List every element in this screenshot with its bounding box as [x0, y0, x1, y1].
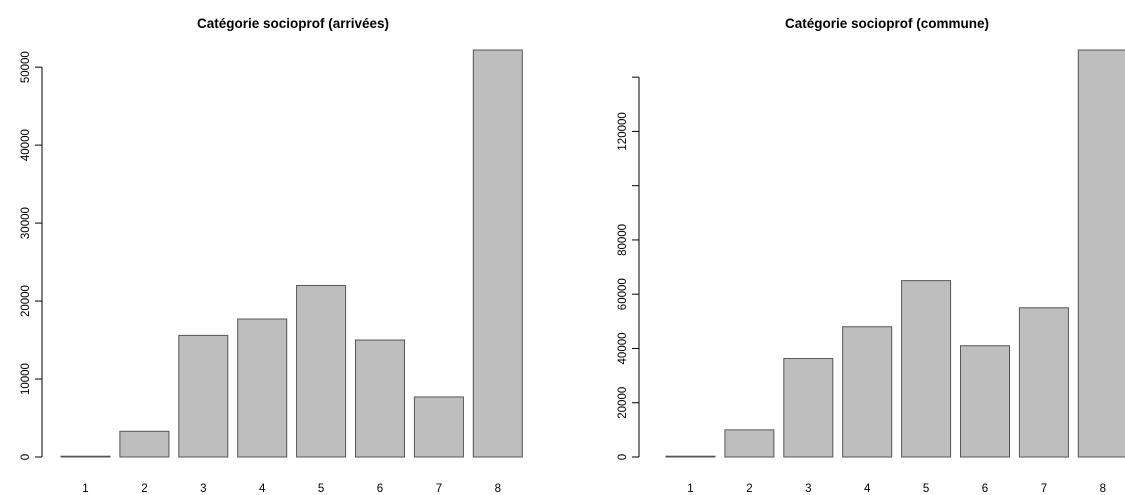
- bar: [355, 339, 405, 458]
- bar: [413, 396, 464, 458]
- y-tick-label: 20000: [617, 387, 629, 419]
- x-tick-label: 4: [864, 483, 871, 495]
- y-tick-label: 20000: [20, 285, 32, 317]
- x-tick-label: 8: [495, 483, 501, 495]
- y-tick-label: 30000: [20, 207, 32, 239]
- y-tick-label: 80000: [617, 224, 629, 256]
- x-tick-label: 1: [687, 483, 693, 495]
- bar: [665, 455, 716, 458]
- x-tick-label: 7: [1041, 483, 1047, 495]
- y-tick-label: 0: [617, 454, 629, 460]
- bar: [901, 280, 952, 458]
- y-tick-label: 50000: [20, 51, 32, 83]
- x-tick-label: 4: [259, 483, 266, 495]
- bar: [178, 334, 229, 458]
- bar: [1018, 307, 1069, 458]
- bar: [724, 429, 775, 458]
- bar: [472, 49, 523, 458]
- bar: [842, 326, 893, 458]
- bar: [60, 455, 111, 458]
- bar: [1077, 49, 1125, 458]
- y-tick-label: 40000: [20, 129, 32, 161]
- y-tick-label: 10000: [20, 363, 32, 395]
- chart-title: Catégorie socioprof (commune): [785, 16, 989, 31]
- y-tick-label: 120000: [617, 112, 629, 150]
- x-tick-label: 8: [1100, 483, 1106, 495]
- x-tick-label: 6: [377, 483, 383, 495]
- x-tick-label: 2: [141, 483, 147, 495]
- chart-title: Catégorie socioprof (arrivées): [197, 16, 389, 31]
- bar: [960, 345, 1010, 458]
- y-tick-label: 0: [20, 454, 32, 460]
- x-tick-label: 3: [200, 483, 206, 495]
- bar: [119, 430, 170, 458]
- x-tick-label: 7: [436, 483, 442, 495]
- x-tick-label: 3: [805, 483, 811, 495]
- x-tick-label: 5: [923, 483, 929, 495]
- x-tick-label: 6: [982, 483, 988, 495]
- bar: [783, 358, 834, 458]
- x-tick-label: 5: [318, 483, 324, 495]
- bar: [296, 284, 347, 458]
- bar: [237, 318, 288, 458]
- x-tick-label: 1: [82, 483, 88, 495]
- y-tick-label: 60000: [617, 278, 629, 310]
- y-tick-label: 40000: [617, 332, 629, 364]
- x-tick-label: 2: [746, 483, 752, 495]
